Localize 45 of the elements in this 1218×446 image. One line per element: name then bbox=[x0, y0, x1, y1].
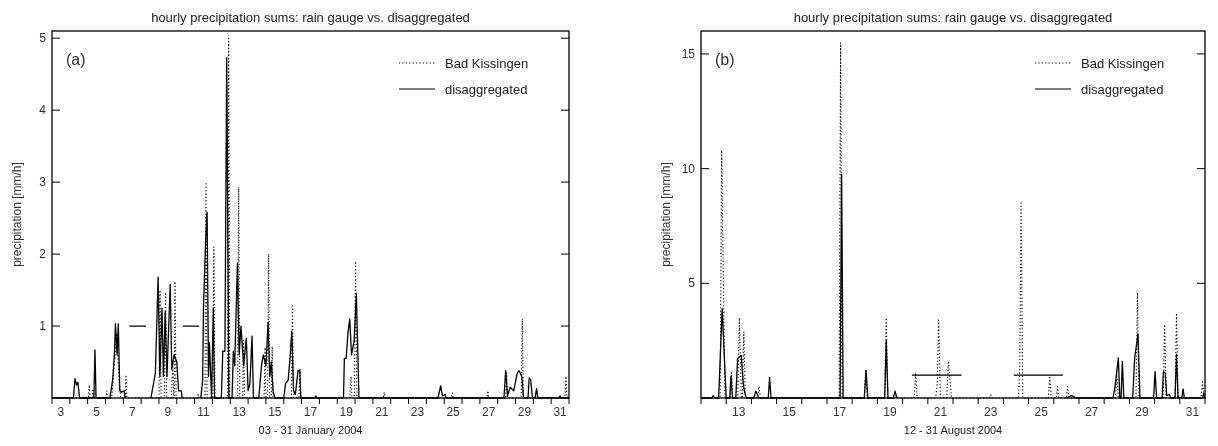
x-tick-label: 23 bbox=[410, 405, 425, 419]
y-tick-label: 4 bbox=[39, 103, 47, 118]
x-axis-title: 03 - 31 January 2004 bbox=[258, 424, 363, 436]
x-tick-label: 5 bbox=[93, 405, 101, 419]
x-axis-title: 12 - 31 August 2004 bbox=[903, 424, 1003, 436]
annotation: (a) bbox=[66, 51, 86, 68]
x-tick-label: 11 bbox=[197, 405, 211, 419]
legend-label: disaggregated bbox=[445, 82, 528, 97]
y-tick-label: 15 bbox=[681, 46, 696, 61]
x-tick-label: 7 bbox=[128, 405, 136, 419]
y-tick-label: 3 bbox=[39, 175, 47, 190]
y-tick-label: 10 bbox=[681, 161, 696, 176]
x-tick-label: 31 bbox=[553, 405, 568, 419]
y-axis-title: precipitation [mm/h] bbox=[10, 162, 24, 267]
legend-label: disaggregated bbox=[1081, 82, 1164, 97]
y-tick-label: 5 bbox=[688, 276, 696, 291]
x-tick-label: 17 bbox=[832, 405, 847, 419]
annotation: (b) bbox=[715, 51, 735, 68]
x-tick-label: 19 bbox=[339, 405, 354, 419]
legend-label: Bad Kissingen bbox=[1081, 56, 1165, 71]
x-tick-label: 9 bbox=[164, 405, 172, 419]
chart-title: hourly precipitation sums: rain gauge vs. disaggregated bbox=[151, 10, 470, 25]
x-tick-label: 3 bbox=[57, 405, 65, 419]
x-tick-label: 15 bbox=[268, 405, 282, 419]
x-tick-label: 21 bbox=[375, 405, 389, 419]
y-tick-label: 2 bbox=[39, 247, 47, 262]
y-axis-title: precipitation [mm/h] bbox=[659, 162, 673, 267]
x-tick-label: 21 bbox=[933, 405, 948, 419]
x-tick-label: 19 bbox=[883, 405, 897, 419]
x-tick-label: 25 bbox=[446, 405, 461, 419]
x-tick-label: 29 bbox=[1135, 405, 1149, 419]
y-tick-label: 1 bbox=[39, 319, 47, 334]
x-tick-label: 31 bbox=[1185, 405, 1200, 419]
x-tick-label: 23 bbox=[984, 405, 998, 419]
x-tick-label: 15 bbox=[782, 405, 797, 419]
x-tick-label: 13 bbox=[732, 405, 746, 419]
chart-title: hourly precipitation sums: rain gauge vs. disaggregated bbox=[793, 10, 1113, 25]
x-tick-label: 27 bbox=[482, 405, 496, 419]
y-tick-label: 5 bbox=[39, 31, 47, 46]
x-tick-label: 17 bbox=[303, 405, 318, 419]
x-tick-label: 29 bbox=[517, 405, 532, 419]
x-tick-label: 13 bbox=[232, 405, 247, 419]
legend-label: Bad Kissingen bbox=[445, 56, 529, 71]
x-tick-label: 25 bbox=[1034, 405, 1049, 419]
x-tick-label: 27 bbox=[1084, 405, 1099, 419]
